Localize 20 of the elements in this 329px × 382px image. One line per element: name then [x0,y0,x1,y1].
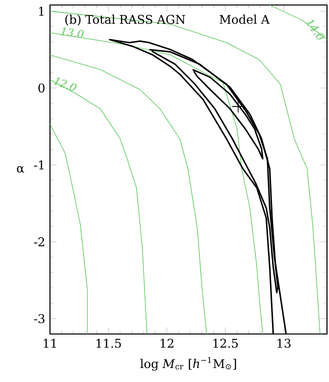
x-tick-label: 12 [160,338,174,348]
annotation: 13.0 [60,28,84,38]
y-tick-label: -2 [34,237,44,246]
line-series [148,48,279,294]
y-axis-title: α [16,166,24,173]
y-tick-label: -1 [34,160,44,170]
line-series [50,54,207,334]
y-tick-label: -3 [34,314,44,324]
annotation: Model A [220,14,270,24]
x-tick-label: 12.5 [213,338,238,348]
annotation: 12.0 [53,78,77,91]
text: log M$_{cr}$ [h$^{−1}$M$_{⊙}$] [140,356,236,371]
x-tick-label: 11 [44,338,56,348]
y-tick-label: 1 [39,6,44,16]
line-series [50,124,88,334]
x-tick-label: 13 [278,338,291,348]
line-series [192,68,264,160]
y-tick-label: 0 [38,83,44,93]
line-series [50,79,148,334]
x-tick-label: 11.5 [96,338,121,348]
